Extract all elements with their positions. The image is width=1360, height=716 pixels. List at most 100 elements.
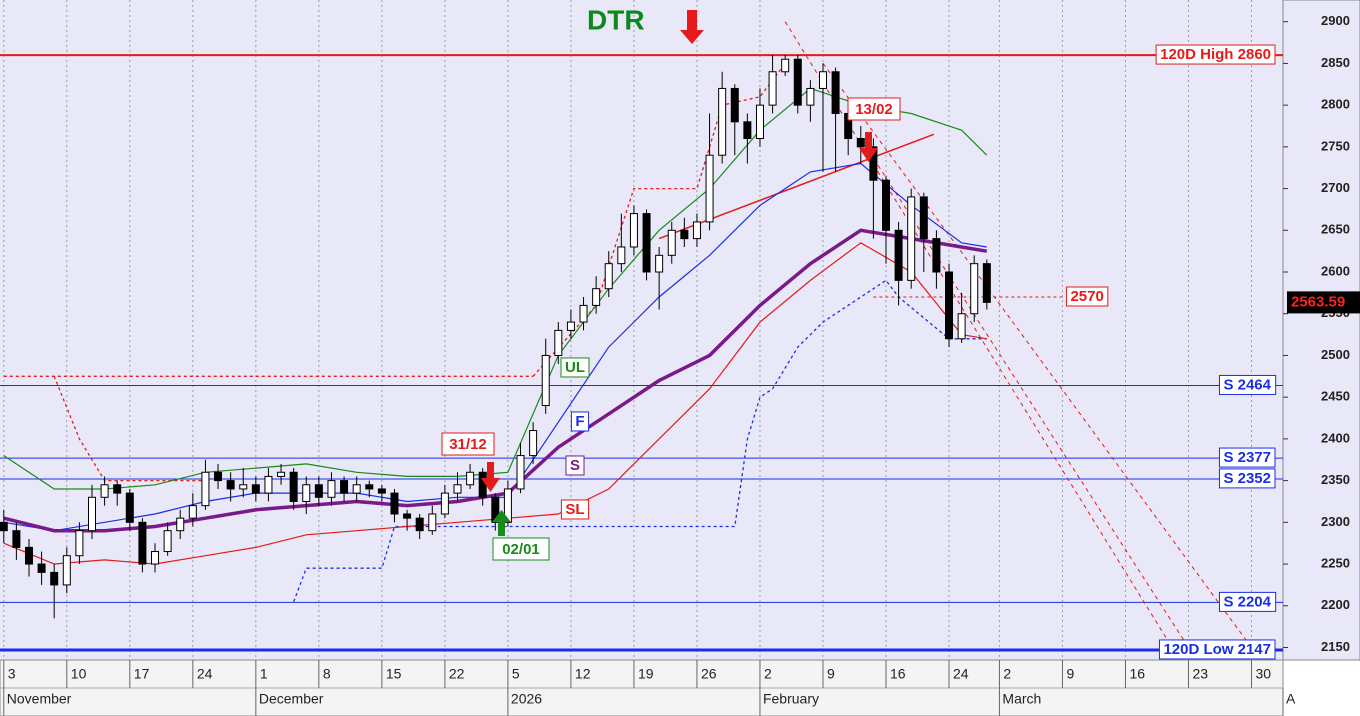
- candle-body: [251, 484, 260, 494]
- y-tick-label: 2700: [1321, 180, 1350, 195]
- candle-body: [0, 521, 8, 532]
- y-tick-label: 2600: [1321, 263, 1350, 278]
- arrow: [481, 462, 500, 492]
- month-label: December: [259, 691, 324, 707]
- reference-label-box: [1218, 591, 1277, 612]
- y-tick-label: 2200: [1321, 597, 1350, 612]
- x-tick-label: 3: [8, 666, 16, 682]
- candle-body: [529, 430, 538, 457]
- reference-label-box: [1155, 44, 1276, 65]
- candle-body: [24, 546, 33, 565]
- candle-body: [957, 313, 966, 340]
- series-label-box: [565, 455, 585, 476]
- x-tick-label: 10: [71, 666, 87, 682]
- reference-label: S 2352: [1223, 470, 1271, 487]
- reference-label-box: [1218, 468, 1276, 489]
- x-tick-label: 5: [512, 666, 520, 682]
- candle-body: [340, 480, 349, 494]
- candle-body: [541, 354, 550, 407]
- series-label-box: [570, 411, 590, 432]
- candle-body: [781, 58, 790, 73]
- series-label: F: [575, 413, 584, 430]
- candle-body: [642, 213, 651, 273]
- candle-body: [201, 471, 210, 507]
- labels-layer: 2150220022502300235024002450250025502600…: [3, 13, 1360, 716]
- candle-body: [579, 304, 588, 323]
- candle-body: [62, 555, 71, 586]
- candle-body: [617, 246, 626, 265]
- candle-body: [592, 288, 601, 306]
- x-tick-label: 2: [764, 666, 772, 682]
- y-axis-panel: [1282, 0, 1360, 661]
- candle-body: [428, 513, 437, 532]
- candle-body: [466, 471, 475, 486]
- y-tick-label: 2300: [1321, 514, 1350, 529]
- annotation-box: [847, 97, 901, 121]
- candle-body: [352, 484, 361, 494]
- candle-body: [50, 571, 59, 586]
- level-label-box: [1065, 286, 1109, 307]
- annotation-box: [441, 432, 495, 456]
- candle-body: [125, 492, 134, 523]
- reference-label: S 2204: [1223, 593, 1271, 610]
- reference-label-box: [1158, 639, 1276, 660]
- stop-line: [293, 279, 987, 602]
- x-tick-label: 26: [701, 666, 717, 682]
- candle-body: [945, 271, 954, 340]
- month-label: A: [1286, 691, 1296, 707]
- candle-body: [629, 213, 638, 248]
- reference-label: 120D Low 2147: [1163, 641, 1271, 658]
- lines-layer: [0, 21, 1283, 652]
- annotation: 31/12: [449, 436, 487, 453]
- candle-body: [970, 263, 979, 315]
- candle-body: [314, 484, 323, 498]
- annotation: 02/01: [502, 541, 540, 558]
- candle-body: [113, 484, 122, 494]
- x-tick-label: 23: [1192, 666, 1208, 682]
- candle-body: [214, 471, 223, 482]
- x-tick-label: 16: [890, 666, 906, 682]
- candle-body: [365, 484, 374, 490]
- y-tick-label: 2750: [1321, 138, 1350, 153]
- candle-body: [982, 263, 991, 303]
- annotation: 13/02: [855, 101, 893, 118]
- candle-body: [755, 104, 764, 140]
- candle-body: [932, 238, 941, 273]
- y-tick-label: 2650: [1321, 222, 1350, 237]
- candle-body: [138, 521, 147, 565]
- candle-body: [831, 71, 840, 114]
- x-tick-label: 1: [260, 666, 268, 682]
- candle-body: [680, 229, 689, 240]
- candle-body: [743, 121, 752, 140]
- reference-label: 120D High 2860: [1160, 46, 1271, 63]
- candle-body: [12, 530, 21, 548]
- month-label: March: [1002, 691, 1041, 707]
- candle-body: [403, 513, 412, 519]
- candle-body: [793, 58, 802, 106]
- candle-body: [604, 263, 613, 290]
- x-tick-label: 15: [386, 666, 402, 682]
- x-tick-label: 24: [953, 666, 969, 682]
- arrow: [859, 132, 878, 162]
- x-tick-label: 30: [1255, 666, 1271, 682]
- x-tick-label: 17: [134, 666, 150, 682]
- x-tick-label: 8: [323, 666, 331, 682]
- y-tick-label: 2400: [1321, 430, 1350, 445]
- candle-body: [503, 488, 512, 523]
- annotation-box: [492, 537, 550, 561]
- candle-body: [390, 492, 399, 515]
- y-tick-label: 2850: [1321, 55, 1350, 70]
- price-tag: [1287, 291, 1360, 314]
- candle-body: [882, 179, 891, 231]
- series-label: S: [570, 457, 580, 474]
- plot-background: [0, 0, 1283, 660]
- x-tick-label: 12: [575, 666, 591, 682]
- annotation: DTR: [587, 4, 645, 35]
- series-label-box: [560, 357, 590, 378]
- y-tick-label: 2250: [1321, 555, 1350, 570]
- candle-body: [75, 530, 84, 557]
- trend-line: [822, 63, 1252, 648]
- candle-body: [667, 229, 676, 256]
